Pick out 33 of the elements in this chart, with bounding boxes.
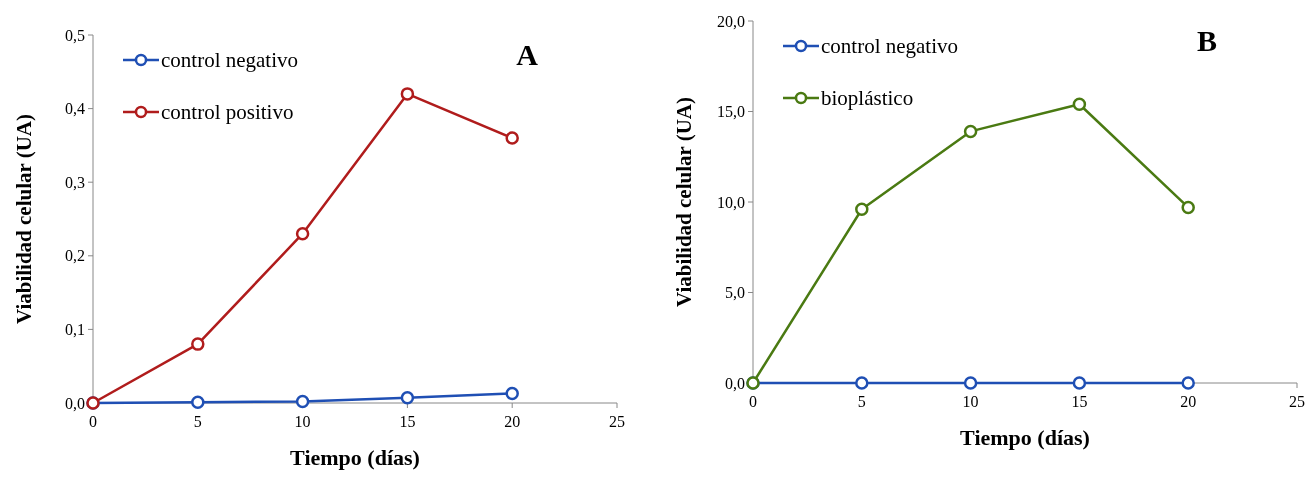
y-tick-label: 0,0 [725, 374, 745, 392]
x-tick-label: 15 [1071, 393, 1088, 410]
x-tick-label: 10 [962, 393, 979, 410]
y-tick-label: 0,4 [65, 100, 85, 118]
x-tick-label: 5 [857, 393, 866, 410]
chart-title: A [516, 38, 539, 71]
x-tick-label: 0 [749, 393, 757, 410]
legend-label: control positivo [161, 100, 294, 125]
y-tick-label: 10,0 [717, 193, 745, 211]
y-tick-label: 0,5 [65, 26, 85, 44]
y-tick-label: 0,3 [65, 173, 85, 191]
legend-label: bioplástico [821, 86, 914, 111]
y-axis-title: Viabilidad celular (UA) [672, 96, 696, 308]
y-tick-label: 0,1 [65, 321, 85, 338]
x-tick-label: 5 [193, 413, 202, 430]
x-tick-label: 10 [294, 413, 311, 430]
y-tick-label: 20,0 [717, 12, 745, 30]
y-axis-title: Viabilidad celular (UA) [12, 113, 36, 325]
y-tick-label: 5,0 [725, 284, 745, 302]
x-axis-title: Tiempo (días) [290, 445, 420, 470]
legend-label: control negativo [821, 34, 959, 59]
chart-title: B [1196, 24, 1218, 57]
x-axis-title: Tiempo (días) [960, 425, 1090, 450]
y-tick-label: 0,0 [65, 394, 85, 412]
x-tick-label: 25 [1289, 393, 1305, 410]
x-tick-label: 20 [1180, 393, 1197, 410]
legend-label: control negativo [161, 48, 299, 73]
x-tick-label: 15 [399, 413, 416, 430]
x-tick-label: 25 [609, 413, 625, 430]
x-tick-label: 20 [504, 413, 521, 430]
y-tick-label: 0,2 [65, 247, 85, 265]
y-tick-label: 15,0 [717, 103, 745, 121]
x-tick-label: 0 [89, 413, 97, 430]
